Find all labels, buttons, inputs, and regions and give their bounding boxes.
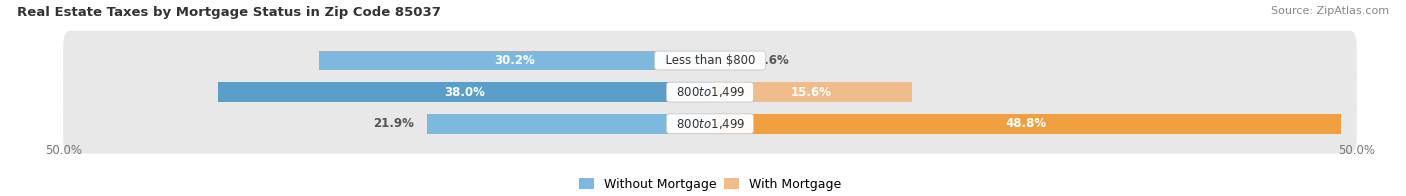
Text: 30.2%: 30.2% (495, 54, 536, 67)
FancyBboxPatch shape (63, 31, 1357, 90)
Text: 21.9%: 21.9% (373, 117, 413, 130)
Text: 48.8%: 48.8% (1005, 117, 1046, 130)
Bar (427, 114, 710, 133)
Bar (710, 114, 1341, 133)
Text: $800 to $1,499: $800 to $1,499 (669, 117, 751, 131)
Legend: Without Mortgage, With Mortgage: Without Mortgage, With Mortgage (574, 173, 846, 196)
Text: $800 to $1,499: $800 to $1,499 (669, 85, 751, 99)
FancyBboxPatch shape (63, 62, 1357, 122)
Bar (710, 51, 744, 70)
Text: Source: ZipAtlas.com: Source: ZipAtlas.com (1271, 6, 1389, 16)
Bar (710, 82, 912, 102)
Text: Less than $800: Less than $800 (658, 54, 762, 67)
Text: Real Estate Taxes by Mortgage Status in Zip Code 85037: Real Estate Taxes by Mortgage Status in … (17, 6, 440, 19)
FancyBboxPatch shape (63, 94, 1357, 153)
Text: 2.6%: 2.6% (756, 54, 789, 67)
Bar (218, 82, 710, 102)
Text: 15.6%: 15.6% (790, 86, 831, 99)
Bar (319, 51, 710, 70)
Text: 38.0%: 38.0% (444, 86, 485, 99)
